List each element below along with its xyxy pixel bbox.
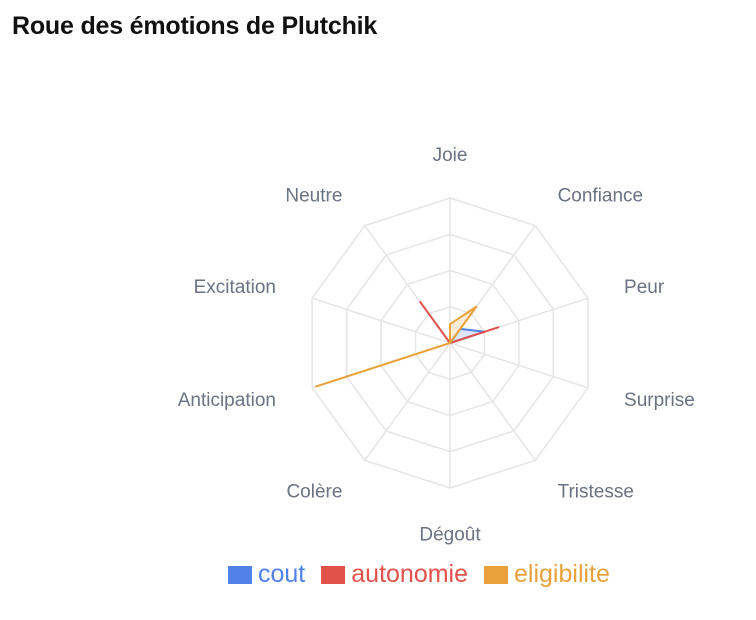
axis-label: Neutre xyxy=(285,186,342,207)
axis-label: Excitation xyxy=(194,277,276,298)
grid-spoke xyxy=(449,342,536,461)
axis-label: Colère xyxy=(286,482,342,503)
chart-title: Roue des émotions de Plutchik xyxy=(12,12,378,40)
axis-label: Confiance xyxy=(558,186,644,207)
legend-swatch xyxy=(321,565,346,584)
grid-spoke xyxy=(449,342,589,389)
axis-label: Peur xyxy=(624,277,665,298)
legend-item-autonomie[interactable]: autonomie xyxy=(321,560,468,589)
legend-label: autonomie xyxy=(351,560,469,588)
radar-series xyxy=(315,300,500,388)
legend-swatch xyxy=(484,565,509,584)
axis-label: Tristesse xyxy=(558,482,634,503)
radar-axis-labels: Joie Confiance Peur Surprise Tristesse Dégoût… xyxy=(178,145,695,545)
chart-legend: cout autonomie eligibilite xyxy=(228,560,610,589)
grid-spoke xyxy=(311,297,451,344)
legend-label: cout xyxy=(258,560,306,588)
axis-label: Dégoût xyxy=(419,524,481,545)
radar-grid xyxy=(311,197,589,489)
legend-item-cout[interactable]: cout xyxy=(228,560,305,589)
axis-label: Joie xyxy=(433,145,468,166)
axis-label: Surprise xyxy=(624,390,695,411)
axis-label: Anticipation xyxy=(178,390,276,411)
grid-spoke xyxy=(364,342,451,461)
legend-item-eligibilite[interactable]: eligibilite xyxy=(484,560,610,589)
legend-label: eligibilite xyxy=(514,560,610,588)
legend-swatch xyxy=(228,565,252,584)
series-area-eligibilite[interactable] xyxy=(315,305,478,388)
